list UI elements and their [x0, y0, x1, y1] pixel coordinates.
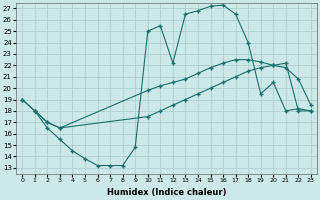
- X-axis label: Humidex (Indice chaleur): Humidex (Indice chaleur): [107, 188, 226, 197]
